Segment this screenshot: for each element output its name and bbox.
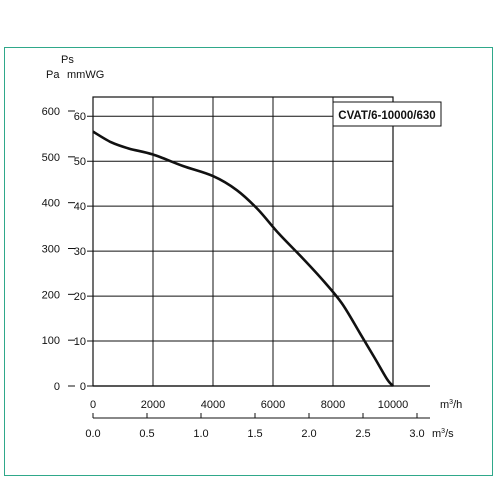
x-unit-m3h: m3/h [440, 399, 462, 411]
chart-frame [4, 47, 493, 476]
y-tick-pa: 400 [42, 198, 60, 210]
x-tick-m3s: 1.5 [247, 428, 262, 440]
x-tick-m3h: 8000 [321, 399, 345, 411]
pressure-curve [92, 130, 394, 387]
y-tick-pa: 300 [42, 244, 60, 256]
x-tick-m3h: 2000 [141, 399, 165, 411]
x-tick-m3s: 1.0 [193, 428, 208, 440]
model-label: CVAT/6-10000/630 [338, 110, 435, 122]
y-tick-mmwg: 0 [80, 381, 86, 393]
x-tick-m3s: 3.0 [409, 428, 424, 440]
mmwg-header: mmWG [67, 69, 104, 81]
x-tick-m3h: 4000 [201, 399, 225, 411]
model-label-box [332, 101, 442, 127]
y-tick-pa: 100 [42, 335, 60, 347]
y-tick-mmwg: 40 [74, 201, 86, 213]
y-tick-pa: 600 [42, 106, 60, 118]
y-tick-pa: 0 [54, 381, 60, 393]
pa-header: Pa [46, 69, 60, 81]
x-tick-m3s: 2.5 [355, 428, 370, 440]
y-tick-mmwg: 60 [74, 111, 86, 123]
x-tick-m3h: 10000 [378, 399, 409, 411]
y-tick-mmwg: 20 [74, 291, 86, 303]
grid [68, 96, 430, 419]
y-tick-pa: 500 [42, 152, 60, 164]
x-tick-m3s: 2.0 [301, 428, 316, 440]
plot-border [92, 96, 394, 387]
y-tick-mmwg: 50 [74, 156, 86, 168]
y-tick-mmwg: 30 [74, 246, 86, 258]
x-tick-m3s: 0.5 [139, 428, 154, 440]
axis-labels: 0 2000 4000 6000 8000 10000010203040506001002… [42, 106, 425, 440]
x-tick-m3h: 6000 [261, 399, 285, 411]
x-unit-m3s: m3/s [432, 428, 454, 440]
y-tick-pa: 200 [42, 289, 60, 301]
ps-header: Ps [61, 54, 74, 66]
x-tick-m3s: 0.0 [85, 428, 100, 440]
y-tick-mmwg: 10 [74, 336, 86, 348]
x-tick-m3h: 0 [90, 399, 96, 411]
